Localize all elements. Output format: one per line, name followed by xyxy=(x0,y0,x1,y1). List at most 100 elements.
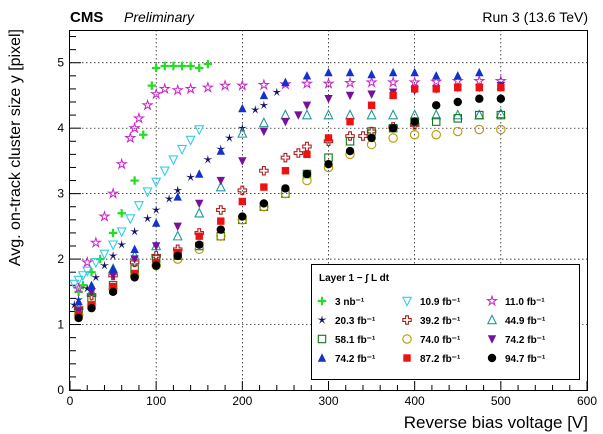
data-point xyxy=(132,111,146,124)
status-label: Preliminary xyxy=(124,9,195,25)
y-tick-label: 1 xyxy=(57,318,64,332)
data-point xyxy=(151,63,161,73)
data-point xyxy=(109,282,117,291)
data-point xyxy=(215,181,226,192)
data-point xyxy=(432,85,440,93)
data-point xyxy=(386,75,400,88)
data-point xyxy=(496,110,506,120)
data-point xyxy=(237,127,248,138)
data-point xyxy=(258,117,269,128)
data-point xyxy=(430,75,443,87)
legend-marker xyxy=(402,334,412,344)
data-point xyxy=(117,209,126,218)
data-point xyxy=(171,83,184,96)
data-point xyxy=(358,131,368,141)
data-point xyxy=(77,271,89,282)
run-label: Run 3 (13.6 TeV) xyxy=(482,9,588,25)
data-point xyxy=(87,303,96,313)
data-point xyxy=(69,279,80,290)
data-point xyxy=(141,98,154,111)
data-point xyxy=(82,266,93,277)
data-point xyxy=(216,205,226,215)
data-point xyxy=(301,109,313,120)
y-axis-title: Avg. on-track cluster size y [pixel] xyxy=(7,29,24,266)
y-tick-label: 5 xyxy=(57,56,64,70)
data-point xyxy=(294,111,303,120)
data-point xyxy=(87,280,96,289)
data-point xyxy=(172,230,183,241)
data-point xyxy=(238,103,247,113)
data-point xyxy=(203,59,213,69)
data-point xyxy=(408,75,421,88)
data-point xyxy=(106,187,120,199)
data-point xyxy=(151,261,161,270)
data-point xyxy=(195,232,203,240)
legend-marker xyxy=(402,315,412,325)
data-point xyxy=(323,109,334,120)
data-point xyxy=(173,222,182,232)
data-point xyxy=(72,282,85,294)
data-point xyxy=(142,187,153,198)
series-12 xyxy=(74,94,506,323)
legend-box xyxy=(311,264,580,380)
data-point xyxy=(345,131,355,141)
data-point xyxy=(164,194,174,203)
data-point xyxy=(236,79,249,91)
data-point xyxy=(302,169,312,179)
data-point xyxy=(496,124,506,135)
y-tick-label: 4 xyxy=(57,121,64,135)
data-point xyxy=(281,184,290,193)
data-point xyxy=(475,110,484,120)
data-point xyxy=(409,129,420,140)
data-point xyxy=(130,255,139,264)
legend-label: 87.2 fb⁻¹ xyxy=(420,354,461,365)
data-point xyxy=(388,123,398,133)
x-axis-title: Reverse bias voltage [V] xyxy=(404,413,588,432)
series-10 xyxy=(74,67,506,306)
data-point xyxy=(302,101,312,110)
data-point xyxy=(454,83,462,92)
data-point xyxy=(237,185,248,196)
legend-marker xyxy=(487,353,497,363)
data-point xyxy=(303,150,311,159)
data-point xyxy=(410,67,419,77)
data-point xyxy=(453,97,462,107)
data-point xyxy=(346,117,354,126)
legend-marker xyxy=(317,296,327,306)
data-point xyxy=(160,61,169,71)
x-tick-label: 100 xyxy=(146,394,166,408)
data-point xyxy=(293,148,304,158)
y-tick-label: 3 xyxy=(57,187,64,201)
legend-label: 3 nb⁻¹ xyxy=(335,297,365,308)
data-point xyxy=(78,281,88,290)
data-point xyxy=(194,207,205,218)
data-point xyxy=(367,101,376,109)
data-point xyxy=(345,146,355,156)
data-point xyxy=(224,133,234,142)
data-point xyxy=(259,165,269,176)
data-point xyxy=(300,77,314,89)
legend-label: 74.2 fb⁻¹ xyxy=(335,354,376,365)
experiment-label: CMS xyxy=(70,9,103,26)
data-point xyxy=(186,172,196,182)
data-point xyxy=(98,210,111,222)
legend-marker xyxy=(403,354,411,362)
data-point xyxy=(432,101,441,110)
legend-label: 10.9 fb⁻¹ xyxy=(420,297,461,308)
data-point xyxy=(495,107,506,119)
data-point xyxy=(367,69,376,79)
data-point xyxy=(142,213,153,223)
data-point xyxy=(91,272,101,282)
data-point xyxy=(159,166,170,177)
data-point xyxy=(151,242,161,251)
data-point xyxy=(151,205,161,214)
series-2 xyxy=(69,125,205,290)
data-point xyxy=(217,217,225,225)
data-point xyxy=(201,81,215,93)
data-point xyxy=(474,124,485,135)
legend-marker xyxy=(317,315,327,324)
legend-marker xyxy=(317,334,327,344)
legend-label: 58.1 fb⁻¹ xyxy=(335,335,376,346)
data-point xyxy=(173,192,182,201)
